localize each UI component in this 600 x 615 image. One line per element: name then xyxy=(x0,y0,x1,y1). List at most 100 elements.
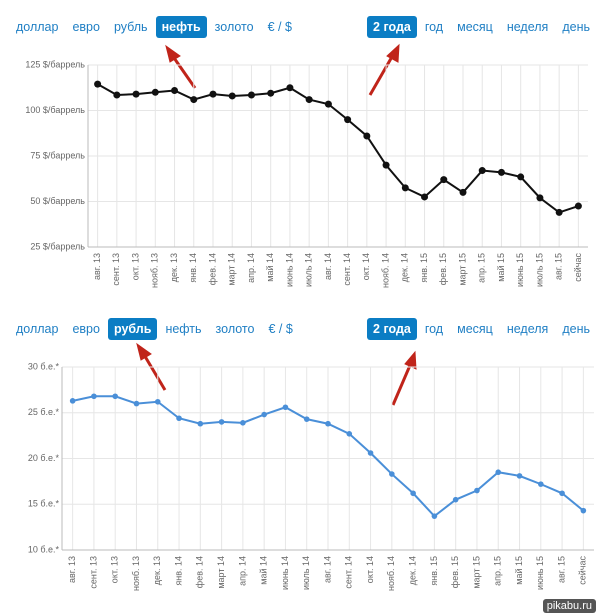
currency-tab[interactable]: золото xyxy=(215,322,255,336)
point xyxy=(574,202,582,210)
point xyxy=(559,490,565,497)
currency-tab[interactable]: рубль xyxy=(107,318,158,340)
x-tick-label: апр. 15 xyxy=(477,253,487,283)
x-tick-label: нояб. 14 xyxy=(380,253,390,288)
point xyxy=(218,419,225,425)
currency-tab[interactable]: рубль xyxy=(113,20,148,34)
x-tick-label: сент. 14 xyxy=(342,253,352,286)
point xyxy=(305,96,313,104)
currency-tab[interactable]: золото xyxy=(214,20,254,34)
y-tick-label: 30 б.е.* xyxy=(28,361,60,371)
currency-tab[interactable]: € / $ xyxy=(268,322,293,336)
currency-tab[interactable]: нефть xyxy=(155,16,207,38)
point xyxy=(580,507,587,514)
y-tick-label: 25 б.е.* xyxy=(28,407,60,417)
x-tick-label: янв. 15 xyxy=(429,556,439,586)
point xyxy=(452,496,459,503)
period-tab[interactable]: месяц xyxy=(457,322,493,336)
x-tick-label: июль 14 xyxy=(304,253,314,287)
point xyxy=(382,161,390,169)
x-tick-label: июль 14 xyxy=(301,556,311,590)
point xyxy=(363,132,371,140)
currency-tab[interactable]: доллар xyxy=(16,20,59,34)
x-tick-label: март 14 xyxy=(216,556,226,589)
period-tab[interactable]: день xyxy=(562,20,590,34)
point xyxy=(324,100,332,108)
point xyxy=(478,167,486,175)
y-tick-label: 10 б.е.* xyxy=(28,544,60,554)
point xyxy=(367,450,374,456)
x-tick-label: июнь 14 xyxy=(280,556,290,590)
x-tick-label: авг. 14 xyxy=(322,556,332,583)
x-tick-label: дек. 13 xyxy=(169,253,179,282)
period-tab[interactable]: год xyxy=(424,322,444,336)
point xyxy=(421,193,429,201)
y-tick-label: 125 $/баррель xyxy=(25,59,85,69)
x-tick-label: янв. 15 xyxy=(419,253,429,283)
currency-tab[interactable]: доллар xyxy=(16,322,59,336)
x-tick-label: дек. 13 xyxy=(152,556,162,585)
x-tick-label: окт. 14 xyxy=(365,556,375,583)
x-tick-label: окт. 14 xyxy=(361,253,371,280)
currency-tab[interactable]: нефть xyxy=(165,322,202,336)
point xyxy=(282,404,289,411)
point xyxy=(516,473,523,479)
x-tick-label: апр. 15 xyxy=(493,556,503,586)
x-tick-label: сент. 13 xyxy=(111,253,121,286)
x-tick-label: май 15 xyxy=(514,556,524,585)
period-tab[interactable]: 2 года xyxy=(367,318,417,340)
x-tick-label: нояб. 13 xyxy=(150,253,160,288)
point xyxy=(389,471,395,477)
period-tab[interactable]: день xyxy=(562,322,590,336)
period-tab[interactable]: неделя xyxy=(506,322,549,336)
x-tick-label: янв. 14 xyxy=(173,556,183,586)
x-tick-label: апр. 14 xyxy=(246,253,256,283)
x-tick-label: авг. 13 xyxy=(67,556,77,583)
point xyxy=(94,80,102,88)
point xyxy=(267,89,275,97)
x-tick-label: нояб. 13 xyxy=(131,556,141,591)
point xyxy=(247,91,255,99)
currency-tab[interactable]: евро xyxy=(72,20,100,34)
currency-tab[interactable]: € / $ xyxy=(267,20,292,34)
point xyxy=(346,430,353,437)
y-tick-label: 20 б.е.* xyxy=(28,453,60,463)
x-tick-label: фев. 15 xyxy=(438,253,448,285)
point xyxy=(228,92,236,100)
x-tick-label: авг. 14 xyxy=(323,253,333,280)
x-tick-label: март 15 xyxy=(471,556,481,589)
x-tick-label: окт. 13 xyxy=(130,253,140,280)
x-tick-label: июнь 15 xyxy=(515,253,525,287)
point xyxy=(112,393,118,400)
period-tab[interactable]: год xyxy=(424,20,444,34)
y-tick-label: 100 $/баррель xyxy=(25,105,85,115)
period-tab[interactable]: неделя xyxy=(506,20,549,34)
x-tick-label: июль 15 xyxy=(534,253,544,287)
x-tick-label: июнь 14 xyxy=(284,253,294,287)
x-tick-label: янв. 14 xyxy=(188,253,198,283)
point xyxy=(69,398,76,404)
point xyxy=(344,116,352,124)
point xyxy=(325,420,331,427)
point xyxy=(113,91,121,99)
period-tab[interactable]: месяц xyxy=(457,20,493,34)
x-tick-label: май 14 xyxy=(265,253,275,282)
point xyxy=(459,188,467,196)
point xyxy=(286,84,294,92)
point xyxy=(440,176,448,184)
watermark: pikabu.ru xyxy=(542,599,596,613)
period-tabs: 2 года год месяц неделя день xyxy=(367,318,596,340)
point xyxy=(240,420,246,426)
x-tick-label: авг. 15 xyxy=(554,253,564,280)
x-tick-label: май 15 xyxy=(496,253,506,282)
point xyxy=(133,400,140,407)
y-tick-label: 25 $/баррель xyxy=(30,241,85,251)
point xyxy=(190,96,198,104)
arrow xyxy=(136,43,417,406)
period-tab[interactable]: 2 года xyxy=(367,16,417,38)
currency-tab[interactable]: евро xyxy=(72,322,100,336)
line xyxy=(97,83,579,214)
point xyxy=(431,513,438,519)
